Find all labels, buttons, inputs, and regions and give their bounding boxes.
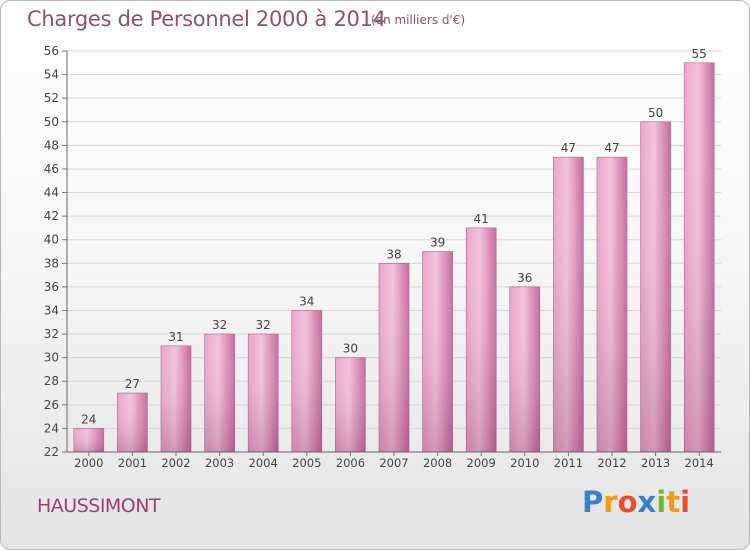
y-tick-label: 40: [44, 233, 59, 247]
data-label: 31: [168, 330, 183, 344]
logo-letter: x: [637, 485, 657, 519]
y-tick-label: 34: [44, 303, 59, 317]
x-tick-label: 2003: [205, 456, 234, 470]
chart-subtitle: (en milliers d'€): [371, 13, 466, 27]
x-tick-label: 2011: [554, 456, 583, 470]
data-label: 38: [386, 247, 401, 261]
x-tick-label: 2010: [510, 456, 539, 470]
bar-shade: [73, 428, 104, 452]
y-tick-label: 30: [44, 351, 59, 365]
x-tick-label: 2013: [641, 456, 670, 470]
logo-letter: i: [680, 485, 691, 519]
data-label: 32: [212, 318, 227, 332]
data-label: 50: [648, 106, 663, 120]
data-label: 47: [604, 141, 619, 155]
bar-shade: [509, 286, 540, 452]
bar-shade: [684, 62, 715, 452]
y-tick-label: 24: [44, 421, 59, 435]
y-tick-label: 28: [44, 374, 59, 388]
proxiti-logo: Proxiti: [582, 485, 690, 519]
logo-letter: P: [582, 485, 604, 519]
x-tick-label: 2007: [379, 456, 408, 470]
logo-letter: r: [603, 485, 618, 519]
data-label: 34: [299, 294, 314, 308]
logo-letter: o: [617, 485, 638, 519]
x-tick-label: 2008: [423, 456, 452, 470]
bar-shade: [335, 357, 366, 452]
x-tick-label: 2002: [161, 456, 190, 470]
data-label: 39: [430, 236, 445, 250]
bar-shade: [291, 310, 322, 452]
data-label: 41: [474, 212, 489, 226]
x-tick-label: 2014: [685, 456, 714, 470]
logo-letter: t: [666, 485, 681, 519]
y-tick-label: 42: [44, 209, 59, 223]
logo-letter: i: [656, 485, 667, 519]
x-tick-label: 2006: [336, 456, 365, 470]
bar-shade: [204, 334, 235, 452]
bar-shade: [466, 227, 497, 452]
x-tick-label: 2009: [467, 456, 496, 470]
x-tick-label: 2005: [292, 456, 321, 470]
bar-shade: [553, 157, 584, 452]
y-tick-label: 54: [44, 68, 59, 82]
bar-shade: [117, 393, 148, 452]
data-label: 55: [692, 47, 707, 61]
y-tick-label: 56: [44, 44, 59, 58]
bar-shade: [379, 263, 409, 452]
data-label: 36: [517, 271, 532, 285]
y-tick-label: 26: [44, 398, 59, 412]
bar-shade: [597, 157, 627, 452]
x-tick-label: 2004: [249, 456, 278, 470]
bar-shade: [161, 345, 191, 452]
y-tick-label: 46: [44, 162, 59, 176]
data-label: 47: [561, 141, 576, 155]
x-tick-label: 2001: [118, 456, 147, 470]
y-tick-label: 52: [44, 91, 59, 105]
x-tick-label: 2012: [597, 456, 626, 470]
y-tick-label: 38: [44, 256, 59, 270]
data-label: 32: [256, 318, 271, 332]
y-tick-label: 50: [44, 115, 59, 129]
y-tick-label: 48: [44, 138, 59, 152]
y-tick-label: 36: [44, 280, 59, 294]
data-label: 24: [81, 412, 96, 426]
data-label: 27: [125, 377, 140, 391]
bar-shade: [422, 251, 453, 452]
bar-shade: [640, 121, 671, 452]
data-label: 30: [343, 342, 358, 356]
x-tick-label: 2000: [74, 456, 103, 470]
y-tick-label: 44: [44, 186, 59, 200]
bar-shade: [248, 334, 279, 452]
chart-title: Charges de Personnel 2000 à 2014: [27, 7, 386, 31]
y-tick-label: 32: [44, 327, 59, 341]
y-tick-label: 22: [44, 445, 59, 459]
location-label: HAUSSIMONT: [37, 495, 161, 517]
